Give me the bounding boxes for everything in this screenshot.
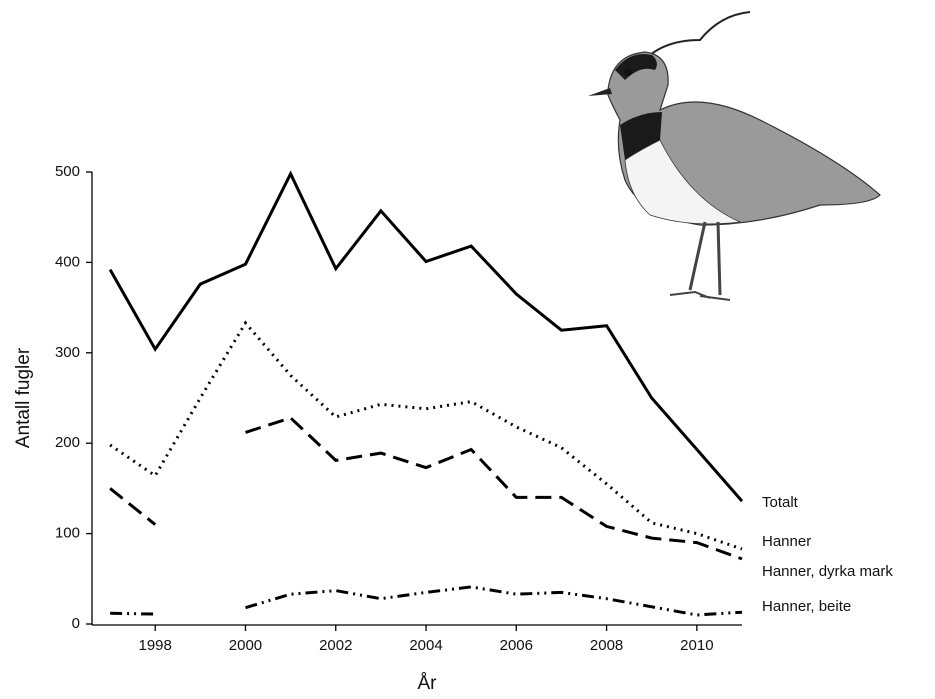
y-tick-label: 400	[55, 253, 80, 270]
series-line	[110, 587, 742, 615]
lapwing-illustration	[588, 12, 880, 300]
x-tick-label: 2000	[229, 637, 262, 654]
x-tick-label: 1998	[139, 637, 172, 654]
x-tick-label: 2006	[500, 637, 533, 654]
series-label: Hanner, beite	[762, 598, 851, 615]
y-tick-label: 300	[55, 344, 80, 361]
y-axis-title: Antall fugler	[13, 347, 34, 448]
x-tick-label: 2008	[590, 637, 623, 654]
y-tick-label: 100	[55, 525, 80, 542]
chart: Antall fugler År 0 100 200 300 400 500 1998 200…	[0, 0, 935, 699]
y-tick-label: 500	[55, 163, 80, 180]
series-label: Hanner, dyrka mark	[762, 563, 893, 580]
page: Antall fugler År 0 100 200 300 400 500 1998 200…	[0, 0, 935, 699]
x-tick-label: 2004	[409, 637, 442, 654]
series-line	[110, 174, 742, 501]
x-tick-label: 2002	[319, 637, 352, 654]
y-tick-label: 0	[72, 615, 80, 632]
x-axis-title: År	[418, 673, 438, 694]
series-line	[110, 418, 742, 559]
series-line	[110, 323, 742, 549]
series-label: Totalt	[762, 494, 799, 511]
x-tick-label: 2010	[680, 637, 713, 654]
series-label: Hanner	[762, 533, 811, 550]
y-tick-label: 200	[55, 434, 80, 451]
